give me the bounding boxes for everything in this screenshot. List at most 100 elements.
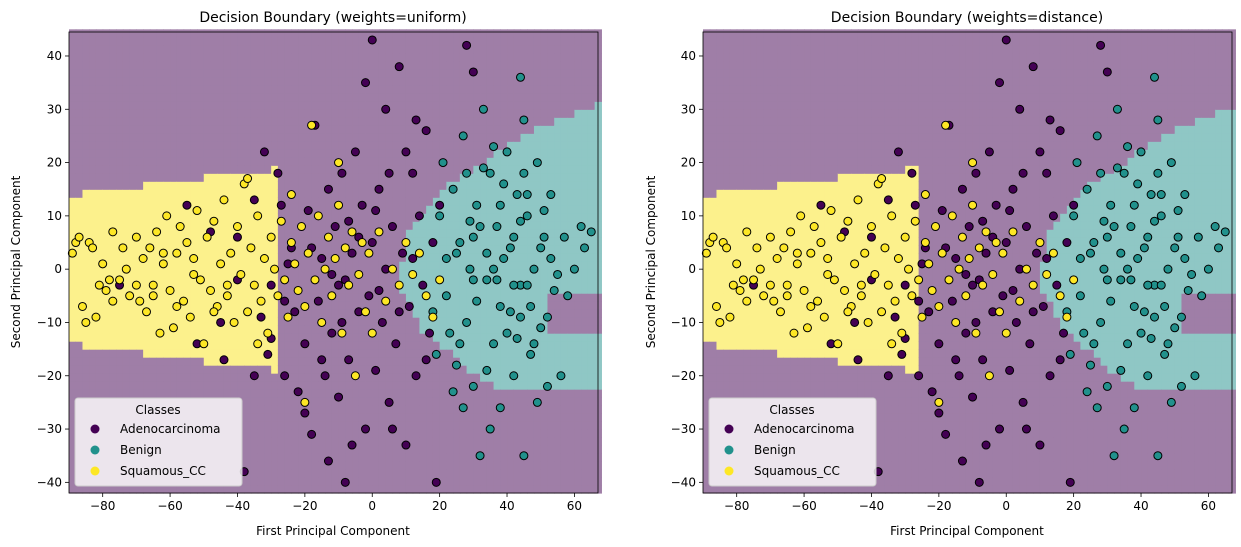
y-tick-label: 40: [681, 49, 696, 63]
legend: Classes Adenocarcinoma Benign Squamous_CC: [708, 397, 877, 487]
chart-panel-uniform: Decision Boundary (weights=uniform) Firs…: [9, 10, 602, 538]
data-point-adenocarcinoma: [232, 232, 242, 242]
y-tick-label: −20: [671, 369, 696, 383]
legend-entry: Benign: [120, 443, 162, 457]
data-point-benign: [1210, 222, 1220, 232]
data-point-benign: [1146, 190, 1156, 200]
data-point-benign: [1116, 275, 1126, 285]
data-point-benign: [576, 222, 586, 232]
data-point-adenocarcinoma: [1035, 147, 1045, 157]
data-point-squamous_cc: [917, 312, 927, 322]
data-point-squamous_cc: [843, 307, 853, 317]
data-point-benign: [1065, 349, 1075, 359]
data-point-adenocarcinoma: [249, 195, 259, 205]
data-point-benign: [1102, 275, 1112, 285]
data-point-squamous_cc: [877, 307, 887, 317]
data-point-benign: [1187, 269, 1197, 279]
data-point-squamous_cc: [364, 248, 374, 258]
data-point-benign: [441, 254, 451, 263]
data-point-squamous_cc: [222, 280, 232, 290]
data-point-squamous_cc: [782, 291, 792, 301]
data-point-adenocarcinoma: [300, 408, 310, 418]
x-tick-label: 60: [567, 499, 582, 513]
data-point-benign: [1170, 323, 1180, 333]
legend-title: Classes: [135, 403, 180, 417]
data-point-adenocarcinoma: [998, 291, 1008, 301]
data-point-benign: [485, 424, 495, 434]
data-point-squamous_cc: [988, 269, 998, 279]
data-point-squamous_cc: [131, 280, 141, 290]
data-point-benign: [1163, 264, 1173, 274]
data-point-squamous_cc: [863, 317, 873, 327]
data-point-benign: [1085, 248, 1095, 258]
data-point-squamous_cc: [337, 328, 347, 338]
data-point-adenocarcinoma: [934, 339, 944, 349]
legend-entry: Adenocarcinoma: [120, 422, 221, 436]
data-point-adenocarcinoma: [1005, 365, 1015, 375]
data-point-benign: [1096, 168, 1106, 178]
data-point-squamous_cc: [816, 238, 826, 248]
data-point-benign: [482, 365, 492, 375]
data-point-adenocarcinoma: [974, 477, 984, 487]
data-point-squamous_cc: [1015, 296, 1025, 306]
data-point-benign: [1156, 190, 1166, 200]
data-point-adenocarcinoma: [401, 147, 411, 157]
data-point-adenocarcinoma: [964, 222, 974, 232]
data-point-benign: [505, 307, 515, 317]
data-point-squamous_cc: [776, 307, 785, 317]
data-point-squamous_cc: [1028, 280, 1038, 290]
data-point-squamous_cc: [927, 285, 937, 295]
y-tick-label: −10: [671, 315, 696, 329]
data-point-adenocarcinoma: [981, 248, 991, 258]
data-point-squamous_cc: [293, 285, 303, 295]
data-point-adenocarcinoma: [327, 269, 337, 279]
data-point-adenocarcinoma: [1096, 40, 1106, 50]
data-point-squamous_cc: [323, 232, 333, 242]
data-point-benign: [505, 243, 515, 253]
data-point-squamous_cc: [232, 222, 242, 232]
data-point-benign: [1176, 381, 1186, 391]
data-point-adenocarcinoma: [914, 296, 924, 306]
data-point-squamous_cc: [182, 238, 192, 248]
data-point-squamous_cc: [813, 296, 823, 306]
data-point-benign: [1143, 232, 1153, 242]
data-point-adenocarcinoma: [978, 216, 988, 226]
data-point-benign: [1112, 163, 1122, 173]
y-tick-label: 30: [681, 102, 696, 116]
data-point-adenocarcinoma: [1052, 280, 1062, 290]
data-point-squamous_cc: [152, 227, 162, 237]
data-point-benign: [1112, 104, 1122, 114]
data-point-benign: [1139, 307, 1149, 317]
chart-title: Decision Boundary (weights=uniform): [199, 10, 466, 26]
data-point-benign: [1166, 397, 1176, 407]
data-point-squamous_cc: [189, 269, 199, 279]
data-point-adenocarcinoma: [276, 200, 286, 210]
data-point-squamous_cc: [74, 232, 84, 242]
data-point-benign: [458, 131, 468, 141]
data-point-squamous_cc: [725, 312, 735, 322]
data-point-benign: [462, 317, 472, 327]
data-point-adenocarcinoma: [961, 269, 971, 279]
data-point-squamous_cc: [991, 238, 1001, 248]
data-point-squamous_cc: [98, 259, 108, 269]
data-point-squamous_cc: [270, 264, 280, 274]
data-point-squamous_cc: [715, 317, 725, 327]
data-point-adenocarcinoma: [883, 195, 893, 205]
data-point-squamous_cc: [229, 317, 239, 327]
data-point-benign: [1150, 72, 1159, 82]
data-point-benign: [1153, 168, 1163, 178]
data-point-squamous_cc: [401, 238, 411, 248]
data-point-squamous_cc: [1021, 264, 1031, 274]
data-point-benign: [569, 264, 579, 274]
data-point-benign: [542, 381, 552, 391]
data-point-squamous_cc: [408, 269, 418, 279]
data-point-adenocarcinoma: [219, 355, 229, 365]
data-point-adenocarcinoma: [957, 184, 967, 194]
data-point-adenocarcinoma: [361, 424, 371, 434]
data-point-squamous_cc: [101, 285, 111, 295]
data-point-benign: [1133, 179, 1143, 189]
data-point-benign: [563, 291, 573, 301]
data-point-benign: [516, 312, 525, 322]
data-point-squamous_cc: [273, 291, 283, 301]
data-point-adenocarcinoma: [293, 387, 303, 397]
